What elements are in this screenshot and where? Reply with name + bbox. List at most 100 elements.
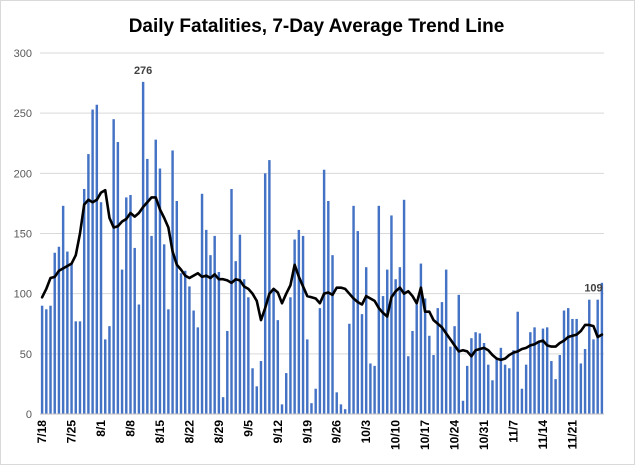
bar [129, 194, 132, 414]
y-tick-label: 150 [14, 229, 32, 241]
bar [162, 244, 166, 414]
bar [133, 247, 136, 414]
bar [352, 205, 355, 414]
bar [108, 326, 111, 414]
bar [205, 229, 208, 414]
bar [327, 201, 330, 414]
bar [495, 357, 498, 414]
bar [125, 197, 128, 414]
bar [402, 199, 406, 414]
y-tick-label: 300 [14, 48, 32, 60]
bar [150, 235, 153, 414]
x-tick-label: 8/1 [94, 420, 108, 437]
bar [188, 286, 191, 414]
bar [242, 279, 246, 414]
x-tick-label: 8/15 [153, 420, 167, 444]
x-tick-label: 9/5 [241, 420, 255, 437]
bar [196, 327, 200, 414]
bar [453, 326, 456, 414]
bar [343, 409, 347, 414]
bar [474, 332, 477, 414]
bar [306, 339, 309, 414]
bar [322, 169, 326, 414]
bar [545, 327, 549, 414]
bar [146, 158, 149, 414]
bar [503, 364, 507, 414]
bar [70, 263, 73, 414]
bar [209, 255, 212, 414]
bar [137, 304, 141, 414]
bar [120, 269, 124, 414]
bar [141, 81, 145, 414]
bar [508, 368, 511, 414]
trend-line [40, 188, 604, 362]
bar [478, 333, 482, 414]
data-labels: 276 109 [134, 65, 603, 295]
bar [268, 160, 271, 414]
bar [339, 404, 343, 414]
bar [415, 304, 418, 414]
bar [516, 311, 519, 414]
bar [285, 373, 288, 414]
bar [432, 355, 435, 414]
x-tick-label: 10/31 [477, 420, 491, 450]
bar [444, 269, 448, 414]
bar [318, 308, 322, 414]
bar [596, 299, 599, 414]
bar [154, 139, 157, 414]
bar [74, 321, 77, 414]
bar [579, 363, 583, 414]
bar [381, 296, 385, 414]
bar [554, 379, 557, 414]
bar [259, 361, 263, 414]
x-tick-label: 9/12 [271, 420, 285, 444]
bar [99, 202, 103, 414]
bar [419, 263, 423, 414]
x-tick-label: 8/22 [182, 420, 196, 444]
bar [461, 400, 465, 414]
bar [104, 339, 107, 414]
bar [91, 109, 94, 414]
bar [213, 235, 216, 414]
y-tick-label: 100 [14, 289, 32, 301]
bar [49, 305, 52, 414]
x-tick-label: 9/19 [300, 420, 314, 444]
bar [238, 234, 242, 414]
bar [314, 388, 317, 414]
bar [364, 267, 368, 414]
bar [116, 142, 120, 414]
bar [289, 297, 292, 414]
bar [390, 215, 393, 414]
bar [61, 205, 65, 414]
bar [57, 246, 61, 414]
bar-series [40, 81, 604, 414]
bar [217, 272, 221, 414]
bar [360, 314, 364, 414]
bar [529, 332, 532, 414]
bar [335, 392, 338, 414]
x-tick-label: 8/29 [212, 420, 226, 444]
bar [280, 404, 284, 414]
bar [512, 350, 515, 414]
bar [411, 330, 414, 414]
bar [276, 320, 280, 414]
bar [600, 282, 604, 414]
x-tick-label: 10/17 [418, 420, 432, 450]
bar [440, 302, 444, 414]
x-tick-label: 10/24 [448, 420, 462, 450]
bar [179, 273, 183, 414]
bar [192, 310, 195, 414]
bar [167, 309, 170, 414]
x-tick-label: 11/21 [565, 420, 579, 450]
bar [541, 328, 545, 414]
x-tick-label: 11/7 [507, 420, 521, 443]
x-tick-label: 10/10 [389, 420, 403, 450]
trend-line-series [40, 188, 604, 362]
bar [183, 270, 187, 414]
bar [301, 235, 305, 414]
x-tick-label: 10/3 [359, 420, 373, 444]
bar [575, 318, 578, 414]
x-tick-label: 11/14 [536, 420, 550, 450]
x-axis-ticks: 7/18 7/25 8/1 8/8 8/15 8/22 8/29 9/5 9/12 9/19 9/2… [35, 420, 579, 450]
